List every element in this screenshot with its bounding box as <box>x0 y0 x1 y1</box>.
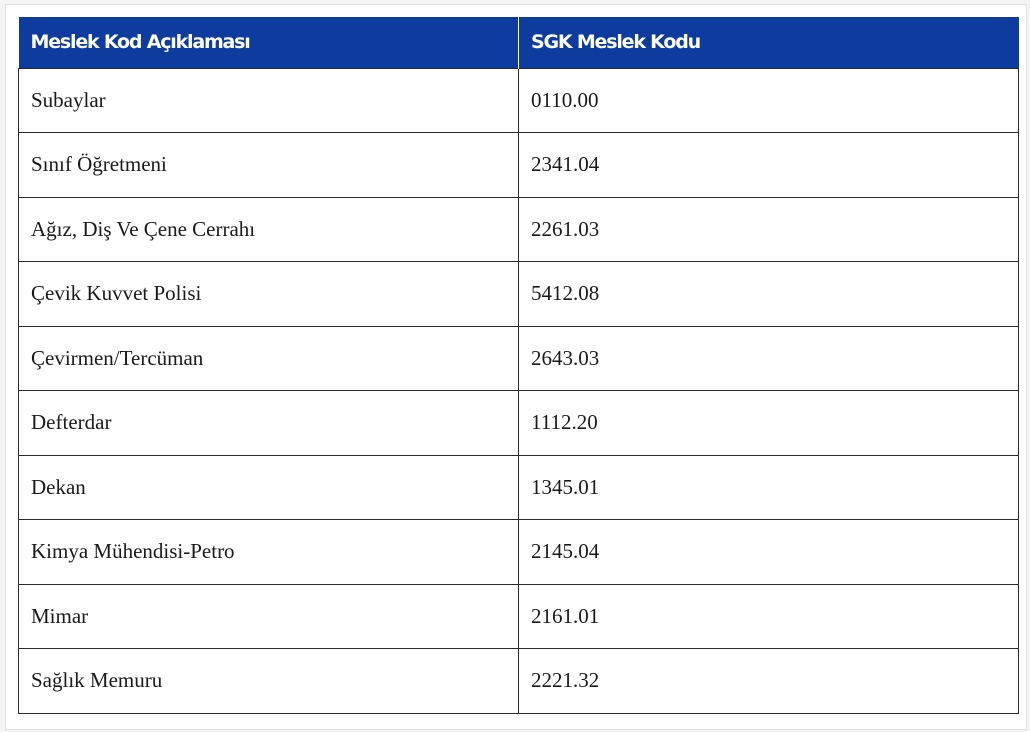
table-row: Sınıf Öğretmeni 2341.04 <box>18 132 1019 198</box>
occupation-description: Sınıf Öğretmeni <box>18 132 519 198</box>
occupation-description: Subaylar <box>18 67 519 133</box>
occupation-description: Çevirmen/Tercüman <box>18 325 519 391</box>
table-row: Sağlık Memuru 2221.32 <box>18 648 1019 714</box>
occupation-description: Dekan <box>18 454 519 520</box>
occupation-description: Ağız, Diş Ve Çene Cerrahı <box>18 196 519 262</box>
sgk-code: 1112.20 <box>518 390 1019 456</box>
occupation-description: Mimar <box>18 583 519 649</box>
occupation-description: Defterdar <box>18 390 519 456</box>
table-row: Ağız, Diş Ve Çene Cerrahı 2261.03 <box>18 196 1019 262</box>
sgk-code: 2643.03 <box>518 325 1019 391</box>
table-body: Subaylar 0110.00 Sınıf Öğretmeni 2341.04… <box>18 67 1019 714</box>
sgk-code: 2145.04 <box>518 519 1019 585</box>
table-row: Dekan 1345.01 <box>18 454 1019 520</box>
sgk-code: 2261.03 <box>518 196 1019 262</box>
occupation-code-table: Meslek Kod Açıklaması SGK Meslek Kodu Su… <box>18 17 1019 714</box>
table-row: Defterdar 1112.20 <box>18 390 1019 456</box>
occupation-description: Kimya Mühendisi-Petro <box>18 519 519 585</box>
occupation-description: Çevik Kuvvet Polisi <box>18 261 519 327</box>
table-row: Subaylar 0110.00 <box>18 67 1019 133</box>
table-header: Meslek Kod Açıklaması SGK Meslek Kodu <box>18 17 1019 68</box>
sgk-code: 0110.00 <box>518 67 1019 133</box>
sgk-code: 2161.01 <box>518 583 1019 649</box>
sgk-code: 1345.01 <box>518 454 1019 520</box>
table-row: Mimar 2161.01 <box>18 583 1019 649</box>
sgk-code: 2341.04 <box>518 132 1019 198</box>
header-sgk-code: SGK Meslek Kodu <box>518 17 1019 68</box>
table-row: Kimya Mühendisi-Petro 2145.04 <box>18 519 1019 585</box>
table-row: Çevirmen/Tercüman 2643.03 <box>18 325 1019 391</box>
sgk-code: 5412.08 <box>518 261 1019 327</box>
header-row: Meslek Kod Açıklaması SGK Meslek Kodu <box>18 17 1019 68</box>
occupation-description: Sağlık Memuru <box>18 648 519 714</box>
table-row: Çevik Kuvvet Polisi 5412.08 <box>18 261 1019 327</box>
header-description: Meslek Kod Açıklaması <box>18 17 519 68</box>
sgk-code: 2221.32 <box>518 648 1019 714</box>
